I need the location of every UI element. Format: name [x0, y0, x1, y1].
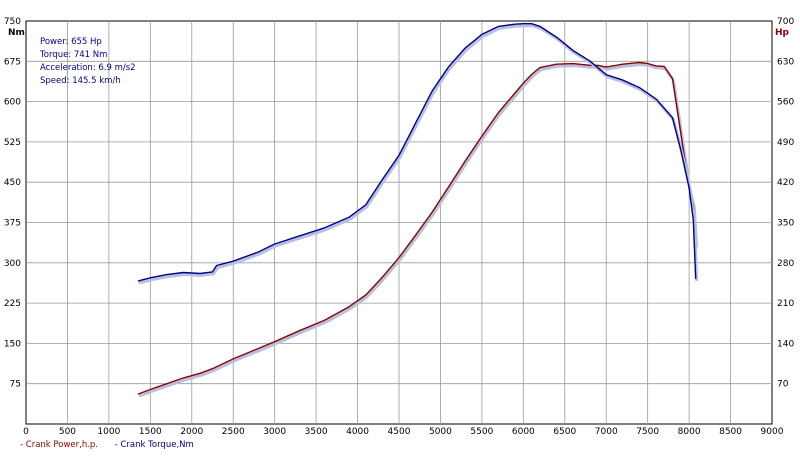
- power-readout: Power: 655 Hp: [40, 37, 102, 47]
- x-tick-label: 7000: [595, 427, 618, 437]
- left-tick-label: 150: [4, 339, 21, 349]
- x-tick-label: 2500: [222, 427, 245, 437]
- legend-power: - Crank Power,h.p.: [20, 440, 99, 450]
- x-tick-label: 8500: [719, 427, 742, 437]
- x-tick-label: 8000: [678, 427, 701, 437]
- legend-torque: - Crank Torque,Nm: [114, 440, 194, 450]
- right-tick-label: 280: [777, 259, 794, 269]
- x-axis-ticks: 0 500 1000 1500 2000 2500 3000 3500 4000 4500 5000…: [23, 427, 784, 437]
- series-lines: [137, 23, 699, 398]
- torque-readout: Torque: 741 Nm: [40, 50, 108, 60]
- readout-panel: Power: 655 Hp Torque: 741 Nm Acceleratio…: [40, 36, 136, 88]
- x-tick-label: 1500: [139, 427, 162, 437]
- series-shadow: [138, 24, 699, 285]
- x-tick-label: 3500: [305, 427, 328, 437]
- left-tick-label: 75: [10, 380, 21, 390]
- right-tick-label: 420: [777, 178, 794, 188]
- right-axis-unit: Hp: [775, 28, 790, 38]
- legend: - Crank Power,h.p. - Crank Torque,Nm: [20, 440, 194, 450]
- left-tick-label: 225: [4, 299, 21, 309]
- left-tick-label: 675: [4, 57, 21, 67]
- x-tick-label: 5000: [429, 427, 452, 437]
- torque-curve: [137, 23, 697, 282]
- right-tick-label: 700: [777, 17, 794, 27]
- x-tick-label: 4500: [388, 427, 411, 437]
- right-axis-ticks: 70 140 210 280 350 420 490 560 630 700: [777, 17, 794, 390]
- x-tick-label: 2000: [180, 427, 203, 437]
- right-tick-label: 70: [777, 380, 789, 390]
- x-tick-label: 5500: [470, 427, 493, 437]
- x-tick-label: 500: [59, 427, 76, 437]
- left-tick-label: 750: [4, 17, 21, 27]
- left-tick-label: 600: [4, 98, 21, 108]
- left-axis-unit: Nm: [8, 28, 25, 38]
- left-tick-label: 450: [4, 178, 21, 188]
- x-tick-label: 6500: [553, 427, 576, 437]
- right-tick-label: 210: [777, 299, 794, 309]
- right-tick-label: 560: [777, 98, 794, 108]
- x-tick-label: 1000: [97, 427, 120, 437]
- power-curve: [137, 61, 697, 395]
- right-tick-label: 630: [777, 57, 794, 67]
- right-tick-label: 350: [777, 219, 794, 229]
- x-tick-label: 0: [23, 427, 29, 437]
- series-shadow: [138, 63, 699, 398]
- right-tick-label: 490: [777, 138, 794, 148]
- left-axis-ticks: 75 150 225 300 375 450 525 600 675 750: [4, 17, 21, 390]
- x-tick-label: 4000: [346, 427, 369, 437]
- x-tick-label: 9000: [761, 427, 784, 437]
- x-tick-label: 3000: [263, 427, 286, 437]
- left-tick-label: 300: [4, 259, 21, 269]
- right-tick-label: 140: [777, 339, 794, 349]
- grid-lines: [26, 21, 772, 424]
- left-tick-label: 375: [4, 219, 21, 229]
- speed-readout: Speed: 145.5 km/h: [40, 76, 121, 86]
- x-tick-label: 7500: [636, 427, 659, 437]
- acceleration-readout: Acceleration: 6.9 m/s2: [40, 63, 136, 73]
- left-tick-label: 525: [4, 138, 21, 148]
- x-tick-label: 6000: [512, 427, 535, 437]
